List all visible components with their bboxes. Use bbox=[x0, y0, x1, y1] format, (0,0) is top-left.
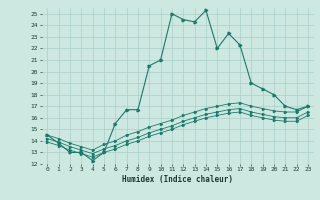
X-axis label: Humidex (Indice chaleur): Humidex (Indice chaleur) bbox=[122, 175, 233, 184]
